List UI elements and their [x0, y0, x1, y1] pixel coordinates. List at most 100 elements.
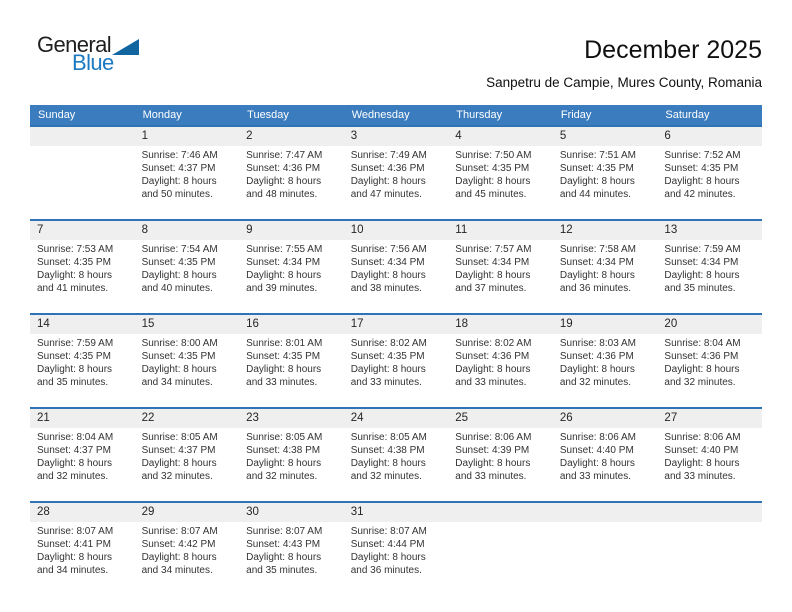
day-number: 24	[343, 409, 449, 428]
sunrise-text: Sunrise: 7:54 AM	[141, 244, 218, 255]
day-number: 14	[30, 315, 135, 334]
weekday-header-cell: Tuesday	[247, 109, 289, 121]
calendar-day-cell: 5 Sunrise: 7:51 AM Sunset: 4:35 PM Dayli…	[552, 127, 658, 219]
sunrise-text: Sunrise: 8:06 AM	[664, 432, 741, 443]
sunrise-text: Sunrise: 8:05 AM	[246, 432, 323, 443]
page-title: December 2025	[584, 36, 762, 64]
day-number: 12	[552, 221, 658, 240]
sunrise-text: Sunrise: 7:59 AM	[37, 338, 114, 349]
sunset-text: Sunset: 4:43 PM	[246, 539, 321, 550]
day-details: Sunrise: 8:07 AM Sunset: 4:42 PM Dayligh…	[135, 522, 240, 595]
daylight-text: Daylight: 8 hours and 41 minutes.	[37, 270, 113, 294]
day-number: 9	[239, 221, 344, 240]
day-details: Sunrise: 7:52 AM Sunset: 4:35 PM Dayligh…	[657, 146, 762, 219]
calendar-week-row: 7 Sunrise: 7:53 AM Sunset: 4:35 PM Dayli…	[30, 219, 762, 313]
general-blue-logo: General Blue	[37, 34, 140, 74]
day-details: Sunrise: 8:05 AM Sunset: 4:38 PM Dayligh…	[239, 428, 344, 501]
sunrise-text: Sunrise: 7:49 AM	[350, 150, 427, 161]
sunset-text: Sunset: 4:37 PM	[141, 445, 216, 456]
daylight-text: Daylight: 8 hours and 33 minutes.	[455, 458, 531, 482]
calendar-day-cell: 28 Sunrise: 8:07 AM Sunset: 4:41 PM Dayl…	[30, 503, 135, 595]
title-block: December 2025 Sanpetru de Campie, Mures …	[486, 36, 762, 90]
daylight-text: Daylight: 8 hours and 35 minutes.	[37, 364, 113, 388]
calendar-day-cell: 8 Sunrise: 7:54 AM Sunset: 4:35 PM Dayli…	[134, 221, 240, 313]
sunrise-text: Sunrise: 8:02 AM	[350, 338, 427, 349]
sunset-text: Sunset: 4:36 PM	[455, 351, 530, 362]
calendar-day-cell: 26 Sunrise: 8:06 AM Sunset: 4:40 PM Dayl…	[552, 409, 658, 501]
sunset-text: Sunset: 4:38 PM	[246, 445, 321, 456]
day-details: Sunrise: 8:07 AM Sunset: 4:41 PM Dayligh…	[30, 522, 135, 595]
sunset-text: Sunset: 4:39 PM	[455, 445, 530, 456]
day-details: Sunrise: 8:07 AM Sunset: 4:43 PM Dayligh…	[239, 522, 344, 595]
sunrise-text: Sunrise: 7:58 AM	[559, 244, 636, 255]
calendar-week-row: 28 Sunrise: 8:07 AM Sunset: 4:41 PM Dayl…	[30, 501, 762, 595]
daylight-text: Daylight: 8 hours and 44 minutes.	[559, 176, 635, 200]
daylight-text: Daylight: 8 hours and 36 minutes.	[559, 270, 635, 294]
sunset-text: Sunset: 4:35 PM	[559, 163, 634, 174]
calendar-day-cell: 17 Sunrise: 8:02 AM Sunset: 4:35 PM Dayl…	[343, 315, 449, 407]
day-number: 13	[657, 221, 762, 240]
day-details: Sunrise: 8:06 AM Sunset: 4:40 PM Dayligh…	[657, 428, 762, 501]
sunrise-text: Sunrise: 8:05 AM	[141, 432, 218, 443]
daylight-text: Daylight: 8 hours and 36 minutes.	[350, 552, 426, 576]
day-number: 19	[552, 315, 658, 334]
day-details: Sunrise: 8:02 AM Sunset: 4:36 PM Dayligh…	[448, 334, 553, 407]
sunset-text: Sunset: 4:35 PM	[246, 351, 321, 362]
weekday-header-cell: Wednesday	[351, 109, 410, 121]
calendar-day-cell	[30, 127, 135, 219]
day-number: 25	[448, 409, 553, 428]
sunset-text: Sunset: 4:35 PM	[37, 351, 111, 362]
sunset-text: Sunset: 4:34 PM	[246, 257, 321, 268]
calendar-day-cell: 7 Sunrise: 7:53 AM Sunset: 4:35 PM Dayli…	[30, 221, 135, 313]
daylight-text: Daylight: 8 hours and 33 minutes.	[350, 364, 426, 388]
day-number: 10	[343, 221, 449, 240]
day-number: 21	[30, 409, 135, 428]
daylight-text: Daylight: 8 hours and 32 minutes.	[664, 364, 740, 388]
sunrise-text: Sunrise: 8:02 AM	[455, 338, 532, 349]
calendar-day-cell: 27 Sunrise: 8:06 AM Sunset: 4:40 PM Dayl…	[657, 409, 762, 501]
calendar-day-cell: 21 Sunrise: 8:04 AM Sunset: 4:37 PM Dayl…	[30, 409, 135, 501]
day-number: 31	[343, 503, 449, 522]
calendar-day-cell: 18 Sunrise: 8:02 AM Sunset: 4:36 PM Dayl…	[448, 315, 553, 407]
daylight-text: Daylight: 8 hours and 33 minutes.	[455, 364, 531, 388]
day-number: 7	[30, 221, 135, 240]
day-number: 26	[552, 409, 658, 428]
sunrise-text: Sunrise: 7:56 AM	[350, 244, 427, 255]
sunrise-text: Sunrise: 8:05 AM	[350, 432, 427, 443]
sunset-text: Sunset: 4:36 PM	[559, 351, 634, 362]
sunrise-text: Sunrise: 8:07 AM	[37, 526, 114, 537]
calendar-day-cell: 19 Sunrise: 8:03 AM Sunset: 4:36 PM Dayl…	[552, 315, 658, 407]
sunset-text: Sunset: 4:40 PM	[664, 445, 739, 456]
sunset-text: Sunset: 4:35 PM	[664, 163, 739, 174]
calendar-day-cell	[552, 503, 658, 595]
day-number: 28	[30, 503, 135, 522]
calendar: Sunday Monday Tuesday Wednesday Thursday Frid…	[30, 105, 762, 595]
calendar-day-cell: 24 Sunrise: 8:05 AM Sunset: 4:38 PM Dayl…	[343, 409, 449, 501]
daylight-text: Daylight: 8 hours and 34 minutes.	[37, 552, 113, 576]
day-number: 5	[552, 127, 658, 146]
day-number: 11	[448, 221, 553, 240]
day-number: 4	[448, 127, 553, 146]
day-details: Sunrise: 7:51 AM Sunset: 4:35 PM Dayligh…	[553, 146, 658, 219]
day-number: 22	[134, 409, 240, 428]
day-details: Sunrise: 8:05 AM Sunset: 4:37 PM Dayligh…	[135, 428, 240, 501]
day-details: Sunrise: 8:02 AM Sunset: 4:35 PM Dayligh…	[344, 334, 449, 407]
day-details: Sunrise: 8:06 AM Sunset: 4:40 PM Dayligh…	[553, 428, 658, 501]
sunset-text: Sunset: 4:38 PM	[350, 445, 425, 456]
sunset-text: Sunset: 4:34 PM	[664, 257, 739, 268]
day-number: 30	[239, 503, 344, 522]
day-number: 18	[448, 315, 553, 334]
day-number: 6	[657, 127, 762, 146]
calendar-week-row: 1 Sunrise: 7:46 AM Sunset: 4:37 PM Dayli…	[30, 125, 762, 219]
sunrise-text: Sunrise: 7:57 AM	[455, 244, 532, 255]
sunrise-text: Sunrise: 8:07 AM	[350, 526, 427, 537]
day-details: Sunrise: 7:56 AM Sunset: 4:34 PM Dayligh…	[344, 240, 449, 313]
day-details: Sunrise: 7:55 AM Sunset: 4:34 PM Dayligh…	[239, 240, 344, 313]
sunrise-text: Sunrise: 8:07 AM	[246, 526, 323, 537]
page-subtitle: Sanpetru de Campie, Mures County, Romani…	[486, 75, 762, 90]
sunset-text: Sunset: 4:42 PM	[141, 539, 216, 550]
sunset-text: Sunset: 4:35 PM	[37, 257, 111, 268]
sunrise-text: Sunrise: 8:04 AM	[37, 432, 114, 443]
sunrise-text: Sunrise: 7:46 AM	[141, 150, 218, 161]
daylight-text: Daylight: 8 hours and 34 minutes.	[141, 552, 217, 576]
